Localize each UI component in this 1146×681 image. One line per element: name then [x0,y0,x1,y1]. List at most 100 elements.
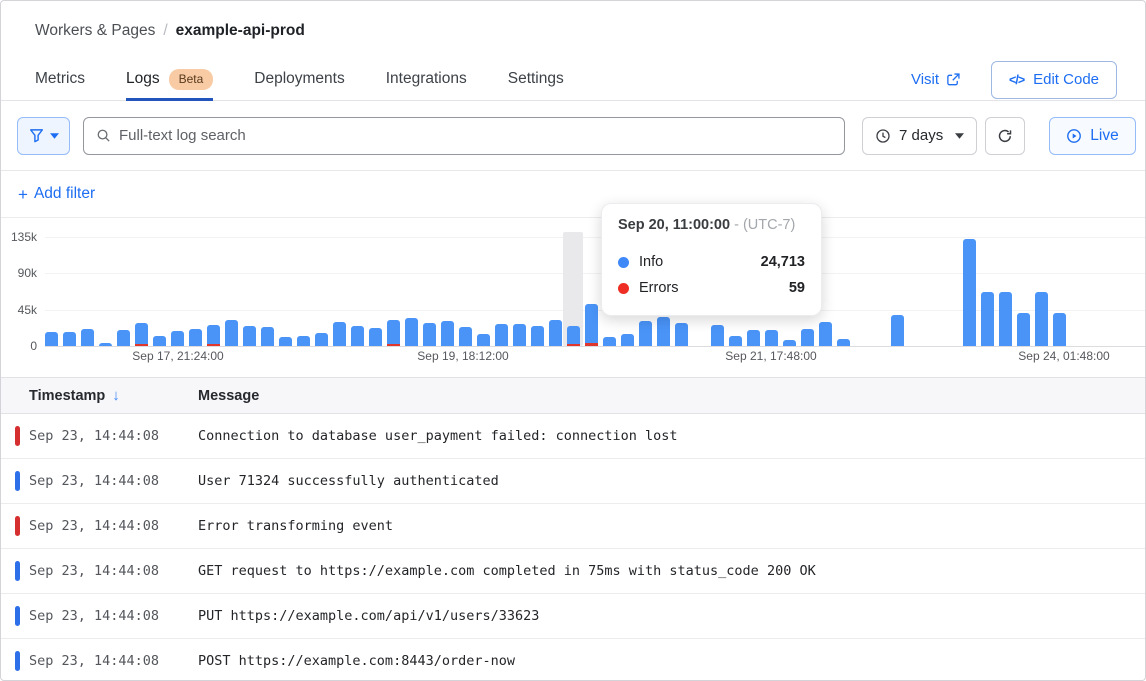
chart-bar[interactable] [1053,313,1066,346]
chart-bar[interactable] [567,326,580,346]
log-level-indicator-error [15,516,20,536]
tab-deployments[interactable]: Deployments [254,70,345,87]
chart-bar[interactable] [117,330,130,346]
chart-bar[interactable] [459,327,472,346]
chart-bar[interactable] [891,315,904,346]
log-timestamp: Sep 23, 14:44:08 [29,563,160,579]
chart-bar[interactable] [729,336,742,346]
chart-bar[interactable] [981,292,994,346]
chart-bar[interactable] [243,326,256,346]
column-header-message[interactable]: Message [198,387,260,404]
chart-bar[interactable] [261,327,274,346]
tab-integrations[interactable]: Integrations [385,70,467,87]
chart-bar[interactable] [333,322,346,346]
chart-gridline [45,237,1145,238]
filter-funnel-icon [29,128,44,143]
chart-bar[interactable] [45,332,58,346]
chart-bar[interactable] [225,320,238,346]
chart-bar[interactable] [207,325,220,346]
chart-bar[interactable] [387,320,400,346]
time-range-dropdown[interactable]: 7 days [862,116,977,155]
chart-bar[interactable] [189,329,202,346]
tab-settings[interactable]: Settings [507,70,564,87]
add-filter-button[interactable]: + Add filter [18,184,96,204]
clock-icon [875,128,891,144]
chart-bar[interactable] [477,334,490,346]
edit-code-button[interactable]: </> Edit Code [991,60,1117,99]
chart-bar[interactable] [99,343,112,346]
filter-dropdown-button[interactable] [17,116,70,155]
breadcrumb: Workers & Pages / example-api-prod [1,1,1145,59]
y-axis-tick-label: 90k [17,266,37,281]
chart-bar[interactable] [585,304,598,346]
chart-bar-errors-segment [567,344,580,346]
chart-bar[interactable] [1035,292,1048,346]
chart-tooltip: Sep 20, 11:00:00 - (UTC-7) Info 24,713 E… [601,203,822,316]
chart-bar[interactable] [423,323,436,346]
chart-bar[interactable] [621,334,634,346]
log-timestamp: Sep 23, 14:44:08 [29,428,160,444]
table-row[interactable]: Sep 23, 14:44:08 GET request to https://… [1,549,1145,594]
x-axis-tick-label: Sep 21, 17:48:00 [725,349,817,363]
log-level-indicator-info [15,561,20,581]
log-message: Connection to database user_payment fail… [198,428,678,444]
chart-bar[interactable] [279,337,292,346]
chart-bar[interactable] [801,329,814,346]
tab-metrics[interactable]: Metrics [35,70,85,87]
chart-bar[interactable] [711,325,724,346]
chart-bar[interactable] [171,331,184,346]
log-level-indicator-info [15,606,20,626]
chart-bar[interactable] [153,336,166,346]
search-input[interactable] [119,127,832,144]
chart-bar[interactable] [531,326,544,346]
chart-bar[interactable] [747,330,760,346]
chart-bar[interactable] [369,328,382,346]
log-table: Timestamp ↓ Message Sep 23, 14:44:08 Con… [1,377,1145,680]
chart-bar[interactable] [963,239,976,346]
chart-bar[interactable] [603,337,616,346]
y-axis-tick-label: 0 [30,339,37,353]
tab-logs[interactable]: Logs Beta [125,59,214,101]
chart-bar[interactable] [675,323,688,346]
log-timestamp: Sep 23, 14:44:08 [29,608,160,624]
chart-bar[interactable] [639,321,652,346]
x-axis-tick-label: Sep 24, 01:48:00 [1018,349,1110,363]
table-row[interactable]: Sep 23, 14:44:08 PUT https://example.com… [1,594,1145,639]
chart-bar[interactable] [765,330,778,346]
table-row[interactable]: Sep 23, 14:44:08 Connection to database … [1,414,1145,459]
log-timestamp: Sep 23, 14:44:08 [29,518,160,534]
chart-bar[interactable] [351,326,364,346]
chart-bar-errors-segment [135,344,148,346]
beta-badge: Beta [168,68,214,90]
chart-bar[interactable] [549,320,562,346]
table-row[interactable]: Sep 23, 14:44:08 User 71324 successfully… [1,459,1145,504]
breadcrumb-section[interactable]: Workers & Pages [35,22,156,39]
column-header-timestamp[interactable]: Timestamp ↓ [29,387,120,404]
x-axis-tick-label: Sep 17, 21:24:00 [132,349,224,363]
chart-bar[interactable] [297,336,310,346]
chart-bar[interactable] [81,329,94,346]
chart-bar[interactable] [819,322,832,346]
add-filter-row: + Add filter [1,171,1145,218]
chart-bar[interactable] [405,318,418,346]
live-button[interactable]: Live [1049,116,1136,155]
chart-bar[interactable] [135,323,148,346]
chart-bar-errors-segment [585,343,598,346]
refresh-button[interactable] [985,116,1025,155]
chart-bar[interactable] [315,333,328,346]
errors-dot-icon [618,282,629,294]
chart-bar[interactable] [513,324,526,346]
chart-bar[interactable] [999,292,1012,346]
chart-bar[interactable] [495,324,508,346]
table-row[interactable]: Sep 23, 14:44:08 POST https://example.co… [1,639,1145,680]
chart-bar[interactable] [657,317,670,346]
chart-bar[interactable] [441,321,454,346]
chart-bar[interactable] [783,340,796,346]
log-timestamp: Sep 23, 14:44:08 [29,473,160,489]
chart-bar[interactable] [837,339,850,346]
tooltip-row-info: Info 24,713 [618,249,805,275]
chart-bar[interactable] [63,332,76,346]
chart-bar[interactable] [1017,313,1030,346]
table-row[interactable]: Sep 23, 14:44:08 Error transforming even… [1,504,1145,549]
visit-link[interactable]: Visit [911,71,961,88]
